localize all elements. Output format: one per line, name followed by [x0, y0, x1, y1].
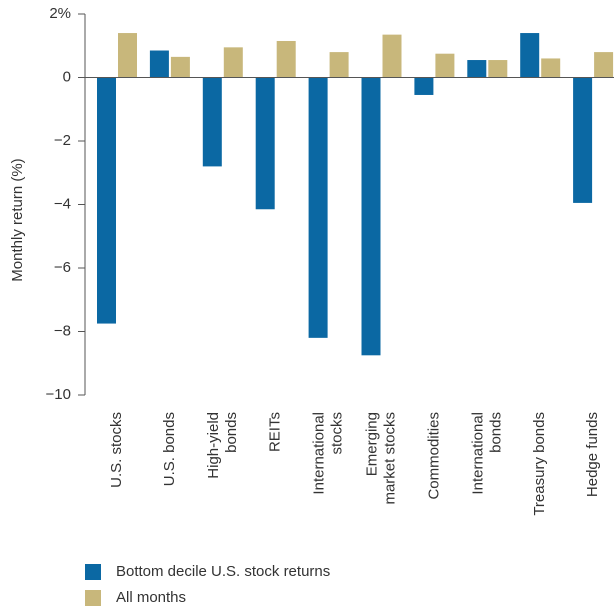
y-tick-label: −10 — [46, 386, 71, 403]
legend-swatch — [85, 590, 101, 606]
bar — [382, 34, 402, 78]
y-tick-label: −8 — [54, 322, 71, 339]
x-tick-label: High-yieldbonds — [205, 412, 240, 479]
bar — [202, 77, 222, 167]
x-tick-label: Internationalbonds — [469, 412, 504, 495]
bar — [594, 52, 614, 78]
bar — [361, 77, 381, 356]
x-tick-label: U.S. bonds — [161, 412, 178, 486]
y-tick-label: 0 — [63, 68, 71, 85]
x-tick-label: Emergingmarket stocks — [363, 412, 398, 505]
bar — [435, 53, 455, 78]
bar — [488, 60, 508, 78]
bar — [276, 40, 296, 78]
y-tick-label: −6 — [54, 259, 71, 276]
legend-label: Bottom decile U.S. stock returns — [116, 563, 330, 580]
x-tick-label: Commodities — [425, 412, 442, 500]
bar — [414, 77, 434, 95]
bar — [170, 56, 190, 78]
x-tick-label: U.S. stocks — [108, 412, 125, 488]
bar — [223, 47, 243, 78]
y-axis-title: Monthly return (%) — [9, 158, 26, 281]
y-tick-label: 2% — [49, 5, 71, 22]
bar — [308, 77, 328, 338]
bar — [520, 33, 540, 78]
bar — [118, 33, 137, 78]
bar — [149, 50, 169, 78]
bar — [255, 77, 275, 210]
bar — [97, 77, 116, 324]
bar — [467, 60, 487, 78]
bar — [329, 52, 349, 78]
legend-swatch — [85, 564, 101, 580]
y-tick-label: −2 — [54, 132, 71, 149]
x-tick-label: Hedge funds — [584, 412, 601, 497]
bar — [541, 58, 561, 78]
x-tick-label: Internationalstocks — [311, 412, 346, 495]
bar — [573, 77, 593, 203]
y-tick-label: −4 — [54, 195, 71, 212]
legend-label: All months — [116, 589, 186, 606]
x-tick-label: Treasury bonds — [531, 412, 548, 516]
x-tick-label: REITs — [267, 412, 284, 452]
